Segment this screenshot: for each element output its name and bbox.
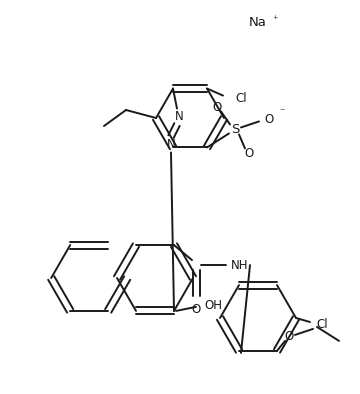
Text: N: N: [175, 110, 183, 123]
Text: O: O: [192, 303, 201, 316]
Text: ⁺: ⁺: [272, 15, 278, 25]
Text: O: O: [212, 101, 222, 114]
Text: Cl: Cl: [316, 318, 328, 331]
Text: O: O: [244, 147, 254, 160]
Text: O: O: [284, 331, 294, 344]
Text: Cl: Cl: [235, 92, 247, 105]
Text: S: S: [231, 123, 239, 136]
Text: Na: Na: [249, 15, 267, 28]
Text: O: O: [264, 113, 274, 126]
Text: OH: OH: [204, 299, 222, 312]
Text: N: N: [167, 138, 175, 151]
Text: NH: NH: [231, 258, 249, 271]
Text: ⁻: ⁻: [279, 108, 285, 117]
